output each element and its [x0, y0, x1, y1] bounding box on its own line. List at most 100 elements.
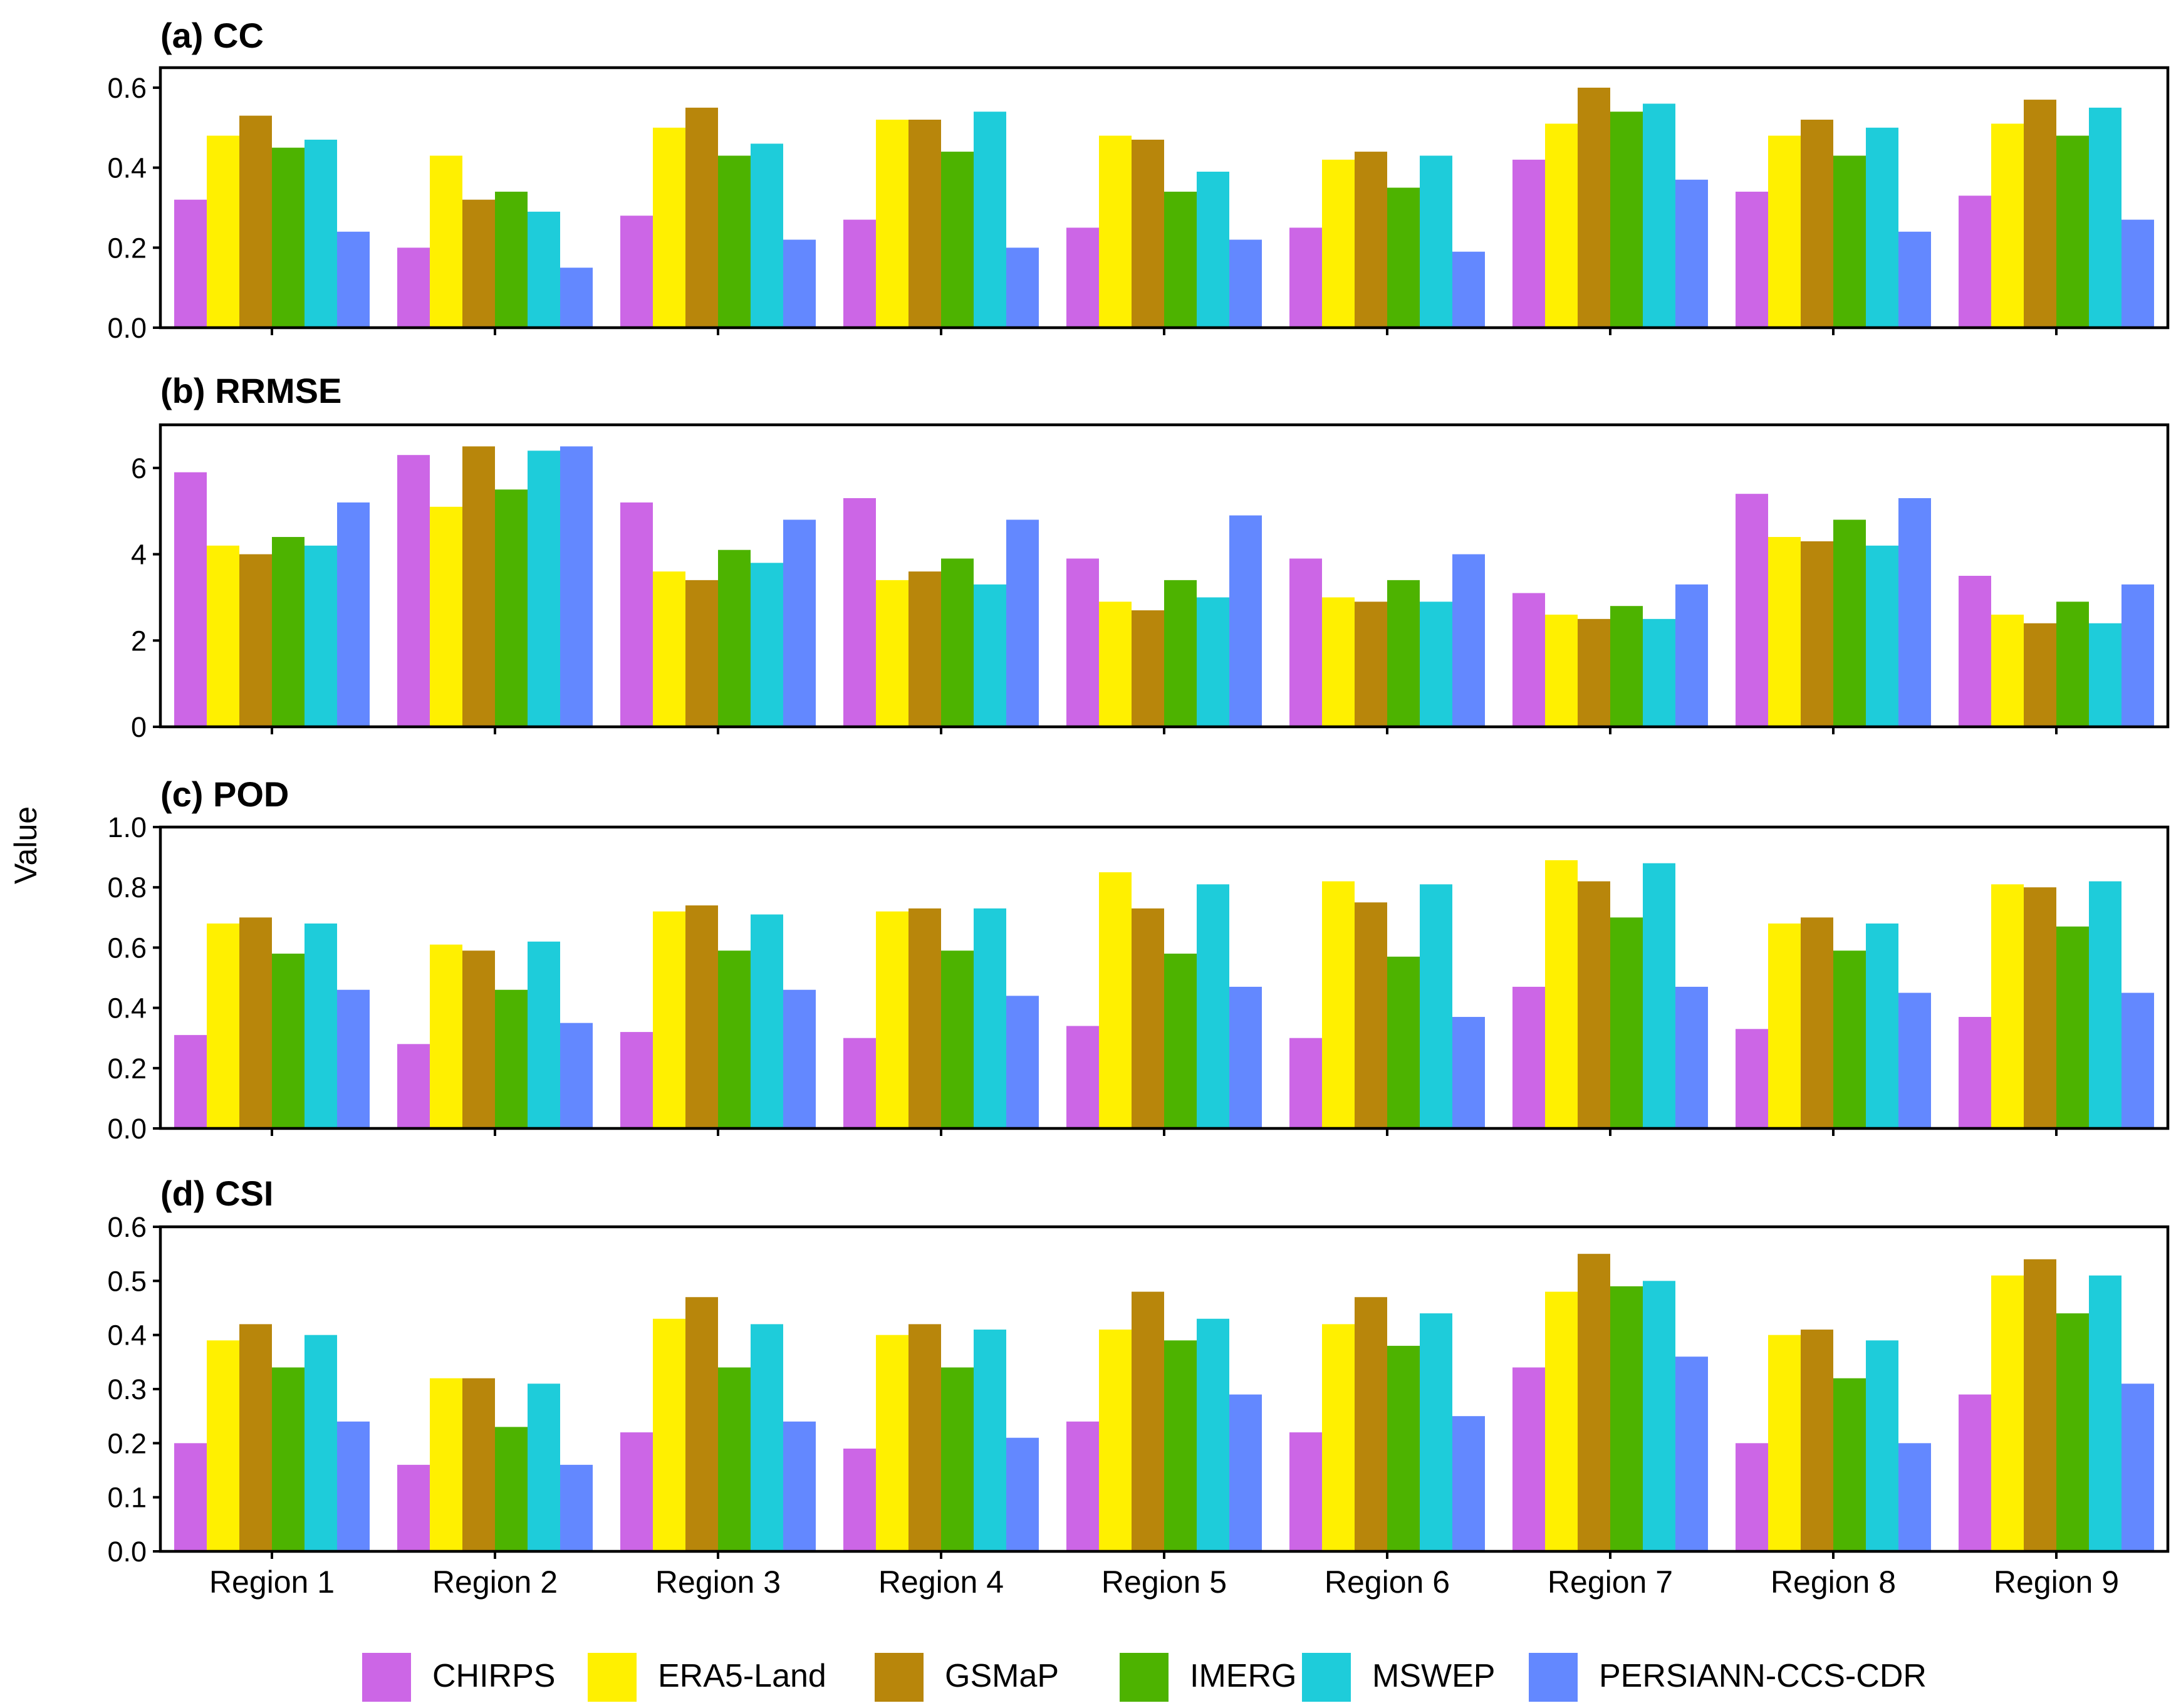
- bar-mswep-region-9: [2089, 107, 2121, 328]
- bar-gsmap-region-3: [685, 107, 718, 328]
- bar-imerg-region-7: [1610, 917, 1643, 1128]
- bar-chirps-region-5: [1066, 558, 1099, 727]
- bar-chirps-region-7: [1512, 593, 1545, 727]
- bar-gsmap-region-9: [2024, 623, 2056, 727]
- bar-chirps-region-4: [843, 1448, 876, 1551]
- bar-gsmap-region-6: [1355, 1297, 1387, 1551]
- bar-mswep-region-8: [1866, 127, 1898, 328]
- x-tick-label: Region 7: [1548, 1565, 1673, 1600]
- bar-persiann-ccs-cdr-region-6: [1452, 251, 1485, 328]
- panel-title: (c) POD: [160, 774, 289, 814]
- x-tick-label: Region 9: [1994, 1565, 2119, 1600]
- bar-imerg-region-5: [1164, 1340, 1197, 1551]
- bar-era5-land-region-3: [653, 1318, 685, 1551]
- bar-chirps-region-6: [1289, 1432, 1322, 1551]
- bar-chirps-region-9: [1959, 195, 1991, 328]
- panel-title: (b) RRMSE: [160, 371, 341, 410]
- bar-persiann-ccs-cdr-region-2: [560, 1023, 593, 1128]
- bar-persiann-ccs-cdr-region-5: [1229, 239, 1262, 328]
- bar-mswep-region-8: [1866, 545, 1898, 727]
- bar-persiann-ccs-cdr-region-1: [337, 231, 370, 328]
- bar-era5-land-region-5: [1099, 601, 1132, 727]
- y-tick-label: 0.0: [107, 1536, 147, 1568]
- panel-4: (d) CSI 0.0 0.1 0.2 0.3 0.4 0.5 0.6: [107, 1174, 2170, 1568]
- panel-3: (c) POD 0.0 0.2 0.4 0.6 0.8 1.0: [107, 774, 2170, 1145]
- bar-mswep-region-6: [1420, 155, 1452, 328]
- bar-chirps-region-2: [397, 455, 430, 727]
- bar-era5-land-region-6: [1322, 1324, 1355, 1551]
- y-tick-label: 0.6: [107, 72, 147, 104]
- bar-era5-land-region-3: [653, 127, 685, 328]
- bar-gsmap-region-3: [685, 1297, 718, 1551]
- bar-gsmap-region-9: [2024, 887, 2056, 1128]
- legend-label: ERA5-Land: [658, 1658, 826, 1694]
- bar-persiann-ccs-cdr-region-9: [2121, 584, 2154, 727]
- bar-gsmap-region-7: [1578, 881, 1610, 1128]
- bar-imerg-region-9: [2056, 135, 2089, 328]
- bar-era5-land-region-9: [1991, 884, 2024, 1128]
- panel-frame: [159, 825, 2170, 1130]
- bar-mswep-region-3: [751, 914, 783, 1128]
- bar-era5-land-region-7: [1545, 1291, 1578, 1551]
- bar-persiann-ccs-cdr-region-1: [337, 502, 370, 727]
- bar-chirps-region-6: [1289, 1038, 1322, 1128]
- bar-era5-land-region-5: [1099, 1330, 1132, 1551]
- bar-persiann-ccs-cdr-region-5: [1229, 515, 1262, 727]
- bar-chirps-region-9: [1959, 1017, 1991, 1128]
- bar-chirps-region-3: [620, 502, 653, 727]
- bar-mswep-region-2: [528, 941, 560, 1128]
- bar-mswep-region-4: [974, 908, 1006, 1128]
- legend-swatch: [875, 1653, 924, 1702]
- legend-label: PERSIANN-CCS-CDR: [1599, 1658, 1927, 1694]
- x-tick-label: Region 2: [432, 1565, 558, 1600]
- bar-mswep-region-7: [1643, 863, 1675, 1128]
- bar-imerg-region-1: [272, 537, 305, 727]
- bar-persiann-ccs-cdr-region-4: [1006, 519, 1039, 727]
- x-tick-label: Region 6: [1325, 1565, 1450, 1600]
- bar-imerg-region-2: [495, 191, 528, 328]
- bar-mswep-region-5: [1197, 884, 1229, 1128]
- bar-mswep-region-1: [305, 1335, 337, 1551]
- bar-gsmap-region-7: [1578, 1254, 1610, 1551]
- bar-persiann-ccs-cdr-region-7: [1675, 584, 1708, 727]
- panel-frame: [159, 66, 2170, 330]
- y-tick-label: 0.0: [107, 312, 147, 344]
- panel-title: (d) CSI: [160, 1174, 273, 1213]
- bar-chirps-region-3: [620, 1032, 653, 1128]
- y-tick-label: 0.5: [107, 1265, 147, 1297]
- bar-chirps-region-2: [397, 247, 430, 328]
- y-tick-label: 0.3: [107, 1373, 147, 1405]
- bar-gsmap-region-5: [1132, 610, 1164, 727]
- bar-chirps-region-5: [1066, 1421, 1099, 1551]
- bar-mswep-region-6: [1420, 884, 1452, 1128]
- bar-era5-land-region-2: [430, 506, 462, 727]
- legend-label: GSMaP: [945, 1658, 1059, 1694]
- panel-1: (a) CC 0.0 0.2 0.4 0.6: [107, 16, 2170, 344]
- bar-persiann-ccs-cdr-region-9: [2121, 992, 2154, 1128]
- panels: (a) CC 0.0 0.2 0.4 0.6 (b) RRMSE 0 2 4 6 (c) POD 0.…: [107, 16, 2170, 1600]
- bar-gsmap-region-5: [1132, 139, 1164, 328]
- bar-imerg-region-4: [941, 950, 974, 1128]
- bar-gsmap-region-4: [908, 1324, 941, 1551]
- legend-item-mswep: MSWEP: [1302, 1653, 1495, 1702]
- bar-gsmap-region-2: [462, 446, 495, 727]
- panel-frame: [159, 1225, 2170, 1553]
- bar-persiann-ccs-cdr-region-3: [783, 1421, 816, 1551]
- bar-mswep-region-2: [528, 211, 560, 328]
- bar-mswep-region-2: [528, 450, 560, 727]
- bar-gsmap-region-2: [462, 199, 495, 328]
- bar-era5-land-region-7: [1545, 860, 1578, 1128]
- bar-mswep-region-7: [1643, 1281, 1675, 1551]
- bar-mswep-region-9: [2089, 623, 2121, 727]
- bar-mswep-region-2: [528, 1383, 560, 1551]
- bar-persiann-ccs-cdr-region-8: [1898, 231, 1931, 328]
- bar-mswep-region-6: [1420, 1313, 1452, 1551]
- y-tick-label: 0.8: [107, 872, 147, 903]
- bar-chirps-region-1: [174, 1443, 207, 1551]
- bar-era5-land-region-1: [207, 1340, 239, 1551]
- bar-mswep-region-1: [305, 139, 337, 328]
- bar-gsmap-region-3: [685, 905, 718, 1128]
- bar-era5-land-region-2: [430, 155, 462, 328]
- y-tick-label: 0.6: [107, 1211, 147, 1243]
- legend-item-era5-land: ERA5-Land: [588, 1653, 826, 1702]
